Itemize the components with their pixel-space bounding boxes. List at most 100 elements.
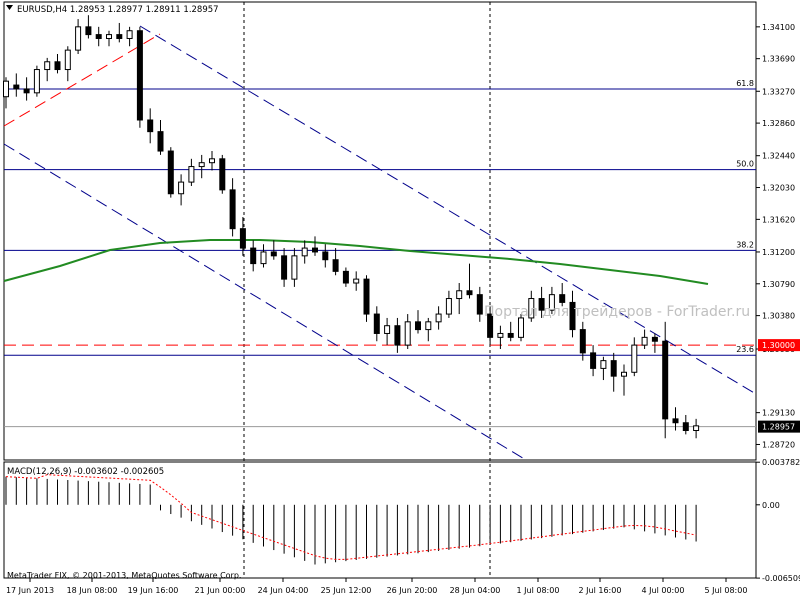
channel-line-red <box>3 33 161 127</box>
channel-lines <box>3 25 757 461</box>
fib-level-label: 50.0 <box>736 160 754 169</box>
candle-body <box>487 313 494 338</box>
candle-body <box>33 69 40 94</box>
price-label: 1.32860 <box>762 119 795 128</box>
candle-body <box>579 329 586 354</box>
price-label: 1.33270 <box>762 87 795 96</box>
candle-body <box>44 61 51 71</box>
macd-axis-label: 0.003782 <box>762 458 800 467</box>
candle-body <box>538 298 545 311</box>
grid-lines: 61.8 50.0 38.2 23.6 <box>4 2 756 578</box>
candle-body <box>312 247 318 253</box>
candle-body <box>621 371 627 377</box>
candle-body <box>353 278 360 284</box>
time-label: 4 Jul 00:00 <box>642 586 685 595</box>
macd-signal-line <box>5 474 697 560</box>
copyright-footer: MetaTrader FIX, © 2001-2013, MetaQuotes … <box>7 571 241 580</box>
time-axis: 17 Jun 2013 18 Jun 08:00 19 Jun 16:00 21 Ju… <box>6 578 748 595</box>
candle-body <box>126 30 133 39</box>
channel-line-lower <box>3 143 527 461</box>
symbol-info: EURUSD,H4 1.28953 1.28977 1.28911 1.2895… <box>17 5 219 15</box>
candle-body <box>651 336 658 342</box>
macd-title: MACD(12,26,9) -0.003602 -0.002605 <box>7 467 164 477</box>
candle-body <box>497 332 504 338</box>
candle-body <box>178 181 185 195</box>
candle-body <box>425 321 432 331</box>
candle-body <box>631 344 638 373</box>
time-label: 28 Jun 04:00 <box>450 586 501 595</box>
candle-body <box>415 321 421 331</box>
candle-body <box>54 61 61 71</box>
price-pane[interactable] <box>3 1 757 461</box>
price-label: 1.31200 <box>762 248 795 257</box>
candle-body <box>373 313 380 334</box>
candle-body <box>600 360 607 369</box>
candle-body <box>662 340 669 420</box>
marked-level-badge <box>758 339 800 352</box>
moving-average-line <box>3 239 709 285</box>
candle-body <box>291 255 298 280</box>
candle-body <box>590 352 597 369</box>
candle-body <box>332 259 339 272</box>
candle-body <box>198 162 205 168</box>
candle-body <box>281 255 288 280</box>
time-label: 25 Jun 12:00 <box>321 586 372 595</box>
candle-body <box>250 247 257 265</box>
time-label: 26 Jun 20:00 <box>387 586 438 595</box>
chevron-down-icon[interactable] <box>6 5 13 10</box>
time-label: 19 Jun 16:00 <box>128 586 179 595</box>
candle-body <box>157 131 164 152</box>
candle-body <box>507 332 514 338</box>
price-label: 1.30380 <box>762 312 795 321</box>
candle-body <box>219 158 226 191</box>
fib-level-label: 61.8 <box>736 79 754 88</box>
candle-body <box>167 150 174 195</box>
candle-body <box>301 247 308 257</box>
candles <box>3 15 700 439</box>
candle-body <box>404 321 411 346</box>
candle-body <box>270 251 277 257</box>
macd-axis-label: 0.00 <box>762 501 780 510</box>
time-label: 5 Jul 08:00 <box>705 586 748 595</box>
price-label: 1.29130 <box>762 409 795 418</box>
price-label: 1.32030 <box>762 184 795 193</box>
price-label: 1.32440 <box>762 152 795 161</box>
macd-histogram <box>5 474 697 565</box>
candle-body <box>95 34 102 39</box>
price-label: 1.33690 <box>762 55 795 64</box>
axis-ticks: 0.003782 0.00 -0.006509 <box>756 458 800 583</box>
candle-body <box>394 325 401 346</box>
fib-level-label: 23.6 <box>736 345 754 354</box>
candle-body <box>136 30 143 121</box>
marked-level-label: 1.30000 <box>762 341 795 350</box>
current-price-label: 1.28957 <box>762 423 795 432</box>
macd-pane[interactable] <box>3 461 757 579</box>
candle-body <box>23 88 30 94</box>
candle-body <box>64 49 71 71</box>
time-label: 2 Jul 16:00 <box>579 586 622 595</box>
candle-body <box>476 294 483 315</box>
candle-body <box>548 294 555 311</box>
candle-body <box>641 336 648 346</box>
candle-body <box>528 298 535 319</box>
candle-body <box>518 317 524 338</box>
candle-body <box>229 189 236 230</box>
candle-body <box>569 301 576 331</box>
candle-body <box>13 84 20 90</box>
price-label: 1.34100 <box>762 23 795 32</box>
candle-body <box>260 251 267 265</box>
candle-body <box>75 26 82 51</box>
candle-body <box>342 270 349 284</box>
channel-line-upper <box>139 25 757 395</box>
candle-body <box>147 119 154 133</box>
price-label: 1.31620 <box>762 215 795 224</box>
candle-body <box>239 228 246 249</box>
time-label: 24 Jun 04:00 <box>258 586 309 595</box>
candle-body <box>188 166 195 183</box>
candle-body <box>466 290 473 296</box>
candle-body <box>559 294 566 303</box>
candle-body <box>384 325 391 334</box>
candle-body <box>682 422 689 432</box>
time-label: 1 Jul 08:00 <box>517 586 560 595</box>
candle-body <box>209 158 215 164</box>
